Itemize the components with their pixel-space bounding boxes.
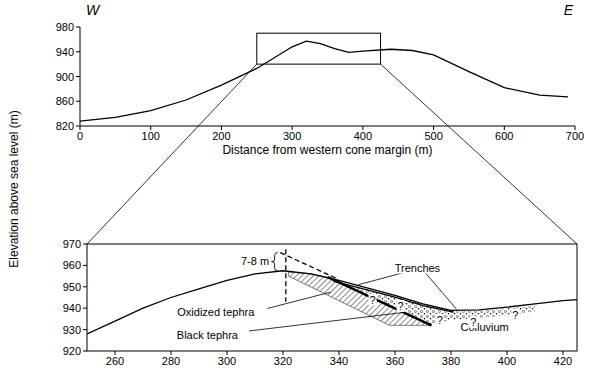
x-tick-label: 380 [442, 355, 460, 367]
leader-line [249, 312, 403, 330]
x-tick-label: 200 [212, 130, 230, 142]
annotation-label: Black tephra [177, 329, 239, 341]
x-tick-label: 320 [274, 355, 292, 367]
y-tick-label: 970 [63, 238, 81, 250]
annotations: 7-8 m Trenches Oxidized tephra Black tephra… [176, 253, 520, 341]
annotation-label: ? [398, 300, 404, 312]
x-tick-label: 100 [142, 130, 160, 142]
y-tick-label: 920 [63, 345, 81, 357]
y-axis-title: Elevation above sea level (m) [7, 110, 21, 267]
profile-line [87, 271, 577, 334]
y-tick [83, 351, 87, 352]
x-tick-label: 420 [554, 355, 572, 367]
label-patch [176, 306, 256, 318]
annotation-label: ? [370, 294, 376, 306]
leader-line [267, 292, 330, 308]
x-tick-label: 300 [283, 130, 301, 142]
profile-line [328, 277, 432, 325]
y-tick [76, 51, 80, 52]
label-patch [469, 316, 477, 328]
y-tick-label: 980 [56, 21, 74, 33]
y-tick [76, 76, 80, 77]
y-tick [83, 286, 87, 287]
x-tick-label: 0 [77, 130, 83, 142]
x-tick-label: 700 [566, 130, 584, 142]
label-patch [240, 255, 270, 267]
figure: 0 100 200 300 400 500 600 700 820 860 900 940 980 Dis… [0, 0, 591, 380]
y-tick [83, 329, 87, 330]
zoom-connector [381, 64, 577, 244]
y-tick-label: 860 [56, 95, 74, 107]
annotation-label: ? [437, 314, 443, 326]
brace [272, 253, 278, 271]
label-patch [511, 309, 519, 321]
x-tick-label: 340 [330, 355, 348, 367]
x-tick-label: 400 [498, 355, 516, 367]
annotation-label: 7-8 m [241, 255, 269, 267]
y-tick [76, 126, 80, 127]
y-tick [76, 27, 80, 28]
profile-line [285, 249, 286, 301]
y-tick [83, 308, 87, 309]
y-tick-label: 930 [63, 324, 81, 336]
y-tick-label: 940 [63, 302, 81, 314]
y-tick-label: 900 [56, 71, 74, 83]
label-patch [369, 294, 377, 306]
x-tick-label: 600 [495, 130, 513, 142]
label-patch [176, 329, 240, 341]
x-tick-label: 260 [106, 355, 124, 367]
label-patch [394, 262, 442, 274]
annotation-label: Oxidized tephra [177, 306, 255, 318]
x-tick-label: 300 [218, 355, 236, 367]
y-tick-label: 960 [63, 259, 81, 271]
plot-area [80, 41, 568, 121]
y-tick-label: 950 [63, 281, 81, 293]
direction-label: W [86, 2, 101, 18]
y-tick-label: 940 [56, 46, 74, 58]
annotation-label: Colluvium [460, 321, 508, 333]
zoom-box [257, 33, 381, 64]
zoom-connector [87, 64, 257, 244]
y-tick-label: 820 [56, 120, 74, 132]
y-tick [83, 244, 87, 245]
label-patch [436, 314, 444, 326]
y-tick [83, 265, 87, 266]
x-tick-label: 500 [424, 130, 442, 142]
direction-label: E [564, 2, 574, 18]
leader-line [423, 271, 456, 310]
label-patch [459, 321, 509, 333]
profile-line [80, 41, 568, 121]
x-tick-label: 400 [354, 130, 372, 142]
x-tick-label: 280 [162, 355, 180, 367]
profile-line [280, 253, 336, 279]
y-tick [76, 101, 80, 102]
plot-frame [87, 244, 577, 351]
annotation-label: Trenches [395, 262, 441, 274]
annotation-label: ? [512, 309, 518, 321]
x-tick-label: 360 [386, 355, 404, 367]
label-patch [397, 300, 405, 312]
plot-area [87, 249, 577, 334]
annotation-label: ? [470, 316, 476, 328]
x-axis-title: Distance from western cone margin (m) [222, 143, 432, 157]
x-axis-line [80, 126, 575, 127]
